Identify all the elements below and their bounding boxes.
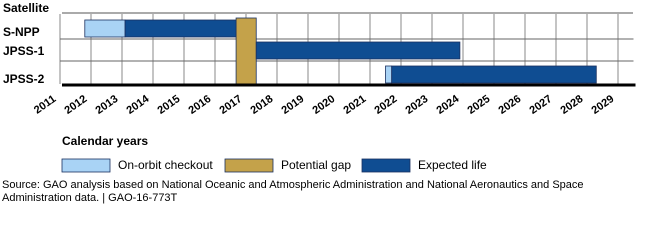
legend-swatch <box>361 158 411 173</box>
x-tick-label: 2025 <box>465 93 492 117</box>
x-tick-label: 2020 <box>310 93 337 117</box>
x-tick-label: 2021 <box>341 93 368 117</box>
legend-label: Expected life <box>418 158 487 172</box>
bar <box>124 19 237 38</box>
x-tick-label: 2026 <box>496 93 523 117</box>
x-tick-label: 2023 <box>403 93 430 117</box>
x-tick-label: 2015 <box>155 93 182 117</box>
category-label: S-NPP <box>3 25 40 39</box>
source-note: Source: GAO analysis based on National O… <box>2 179 584 204</box>
x-tick-label: 2018 <box>248 93 275 117</box>
x-tick-label: 2011 <box>32 93 58 117</box>
x-tick-label: 2013 <box>93 93 120 117</box>
x-axis-title: Calendar years <box>62 134 148 148</box>
y-axis-title: Satellite <box>3 1 49 15</box>
x-tick-label: 2017 <box>217 93 244 117</box>
legend-swatch <box>61 158 111 173</box>
x-tick-label: 2014 <box>124 93 152 117</box>
x-tick-label: 2028 <box>558 93 585 117</box>
legend-label: Potential gap <box>281 158 351 172</box>
x-tick-label: 2029 <box>589 93 616 117</box>
x-tick-label: 2012 <box>62 93 89 117</box>
x-tick-label: 2016 <box>186 93 213 117</box>
bar <box>391 65 597 84</box>
category-label: JPSS-1 <box>3 44 45 58</box>
bar <box>84 19 126 38</box>
x-tick-label: 2019 <box>279 93 306 117</box>
legend-label: On-orbit checkout <box>118 158 213 172</box>
category-label: JPSS-2 <box>3 72 45 86</box>
x-tick-label: 2024 <box>434 93 462 117</box>
bar <box>255 41 461 60</box>
bar <box>385 65 393 84</box>
bar <box>235 17 257 85</box>
chart: Satellite Calendar years Source: GAO ana… <box>2 1 636 204</box>
x-tick-label: 2027 <box>527 93 554 117</box>
x-tick-label: 2022 <box>372 93 399 117</box>
legend-swatch <box>224 158 274 173</box>
source-box: Source: GAO analysis based on National O… <box>2 179 584 204</box>
